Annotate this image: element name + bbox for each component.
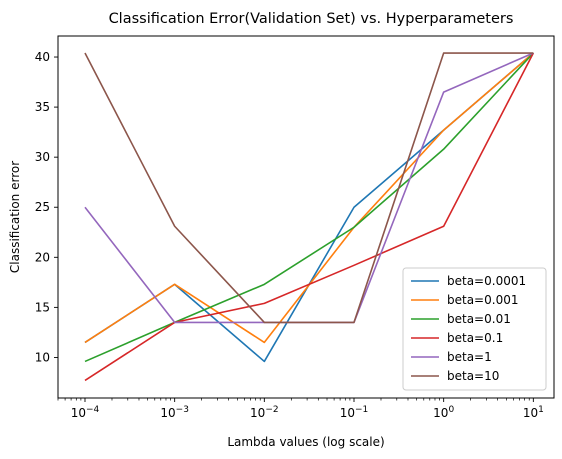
x-tick-label: 10−4: [71, 405, 100, 420]
x-tick-label: 10−3: [160, 405, 189, 420]
y-tick-label: 15: [35, 300, 50, 314]
legend-label: beta=0.01: [447, 312, 511, 326]
x-axis: 10−4 10−3 10−2 10−1 100 101: [57, 398, 544, 420]
y-tick-label: 35: [35, 100, 50, 114]
legend-label: beta=0.0001: [447, 274, 526, 288]
x-tick-label: 100: [433, 405, 454, 420]
chart-title: Classification Error(Validation Set) vs.…: [109, 11, 514, 27]
series-line-5: [84, 52, 534, 324]
y-tick-label: 20: [35, 250, 50, 264]
y-axis-label: Classification error: [8, 161, 22, 273]
plot-frame: [57, 35, 555, 399]
legend-label: beta=10: [447, 369, 499, 383]
legend: beta=0.0001 beta=0.001 beta=0.01 beta=0.1 be…: [402, 267, 547, 391]
y-tick-label: 30: [35, 150, 50, 164]
y-tick-label: 10: [35, 350, 50, 364]
series-line-3: [84, 52, 535, 382]
x-tick-label: 10−2: [250, 405, 279, 420]
x-axis-label: Lambda values (log scale): [227, 435, 384, 449]
x-tick-label: 101: [523, 405, 544, 420]
y-tick-label: 25: [35, 200, 50, 214]
legend-box: [402, 267, 547, 391]
plot-series-group: [84, 52, 535, 382]
y-tick-label: 40: [35, 50, 50, 64]
legend-label: beta=0.001: [447, 293, 518, 307]
y-axis: 10 15 20 25 30 35 40: [35, 50, 58, 364]
legend-label: beta=0.1: [447, 331, 503, 345]
series-line-2: [84, 52, 534, 363]
legend-label: beta=1: [447, 350, 492, 364]
x-tick-label: 10−1: [340, 405, 369, 420]
